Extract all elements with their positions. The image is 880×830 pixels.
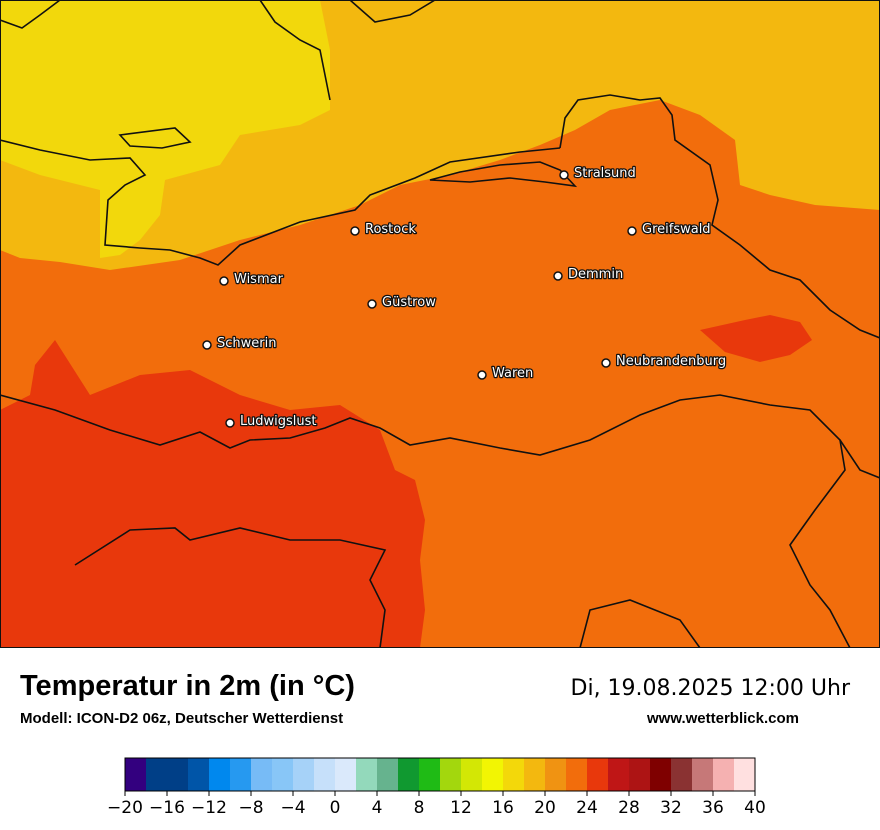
city-waren: Waren	[477, 365, 535, 382]
legend-tick-label: 16	[492, 798, 514, 818]
legend-tick-label: 40	[744, 798, 766, 818]
legend-swatch	[566, 758, 588, 791]
legend-swatch	[440, 758, 462, 791]
temp-band-16-18-b	[95, 0, 255, 45]
legend-swatch	[713, 758, 735, 791]
legend-swatch	[587, 758, 609, 791]
legend-swatch	[230, 758, 252, 791]
city-rostock: Rostock	[350, 221, 418, 238]
city-label-rostock: Rostock	[365, 222, 416, 237]
city-label-waren: Waren	[492, 366, 533, 381]
legend-tick-label: 8	[414, 798, 425, 818]
temp-band-24-26-east	[700, 315, 812, 362]
model-source: Modell: ICON-D2 06z, Deutscher Wetterdie…	[20, 710, 344, 727]
legend-swatch	[272, 758, 294, 791]
legend-swatch	[251, 758, 273, 791]
legend-swatch	[125, 758, 147, 791]
temp-band-24-26	[0, 340, 425, 648]
city-label-stralsund: Stralsund	[574, 166, 636, 181]
forecast-datetime: Di, 19.08.2025 12:00 Uhr	[570, 676, 850, 701]
legend-swatch	[461, 758, 483, 791]
legend-swatch	[398, 758, 420, 791]
legend-tick-label: 4	[372, 798, 383, 818]
legend-swatch	[734, 758, 756, 791]
legend-swatch	[650, 758, 672, 791]
legend-swatch	[188, 758, 210, 791]
legend-swatch	[314, 758, 336, 791]
legend-tick-label: 36	[702, 798, 724, 818]
legend-tick-label: 32	[660, 798, 682, 818]
color-legend: −20 −16 −12 −8 −4 0 4 8 12 16 20 24 28 32 36 40	[107, 757, 766, 818]
legend-swatch	[524, 758, 546, 791]
city-label-schwerin: Schwerin	[217, 336, 276, 351]
legend-tick-label: 0	[330, 798, 341, 818]
legend-swatch	[692, 758, 714, 791]
legend-tick-label: −4	[280, 798, 305, 818]
city-label-neubrandenburg: Neubrandenburg	[616, 354, 726, 369]
legend-swatch	[293, 758, 315, 791]
legend-swatch	[482, 758, 504, 791]
legend-tick-label: 24	[576, 798, 598, 818]
legend-swatch	[335, 758, 357, 791]
city-guestrow: Güstrow	[367, 294, 437, 311]
website-link[interactable]: www.wetterblick.com	[647, 710, 799, 727]
legend-tick-label: −12	[191, 798, 227, 818]
city-schwerin: Schwerin	[202, 335, 278, 352]
chart-title: Temperatur in 2m (in °C)	[20, 670, 355, 702]
legend-tick-label: 20	[534, 798, 556, 818]
legend-swatch	[545, 758, 567, 791]
city-label-greifswald: Greifswald	[642, 222, 711, 237]
legend-swatch	[356, 758, 378, 791]
legend-swatch	[671, 758, 693, 791]
city-stralsund: Stralsund	[559, 165, 637, 182]
legend-ticks: −20 −16 −12 −8 −4 0 4 8 12 16 20 24 28 32 36 40	[107, 791, 766, 818]
city-label-demmin: Demmin	[568, 267, 623, 282]
legend-tick-label: −16	[149, 798, 185, 818]
temperature-map: Stralsund Rostock Greifswald Demmin Wism…	[0, 0, 880, 648]
city-label-wismar: Wismar	[234, 272, 284, 287]
city-markers: Stralsund Rostock Greifswald Demmin Wism…	[202, 165, 727, 430]
legend-swatches	[125, 758, 756, 791]
legend-tick-label: −20	[107, 798, 143, 818]
legend-swatch	[209, 758, 231, 791]
city-greifswald: Greifswald	[627, 221, 712, 238]
legend-swatch	[146, 758, 168, 791]
legend-swatch	[167, 758, 189, 791]
city-label-guestrow: Güstrow	[382, 295, 436, 310]
legend-frame	[124, 757, 756, 792]
legend-swatch	[629, 758, 651, 791]
city-demmin: Demmin	[553, 266, 624, 283]
city-ludwigslust: Ludwigslust	[225, 413, 318, 430]
legend-tick-label: 28	[618, 798, 640, 818]
city-wismar: Wismar	[219, 271, 285, 288]
city-label-ludwigslust: Ludwigslust	[240, 414, 317, 429]
legend-swatch	[503, 758, 525, 791]
legend-swatch	[377, 758, 399, 791]
legend-swatch	[419, 758, 441, 791]
legend-swatch	[608, 758, 630, 791]
legend-tick-label: −8	[238, 798, 263, 818]
legend-tick-label: 12	[450, 798, 472, 818]
city-neubrandenburg: Neubrandenburg	[601, 353, 727, 370]
